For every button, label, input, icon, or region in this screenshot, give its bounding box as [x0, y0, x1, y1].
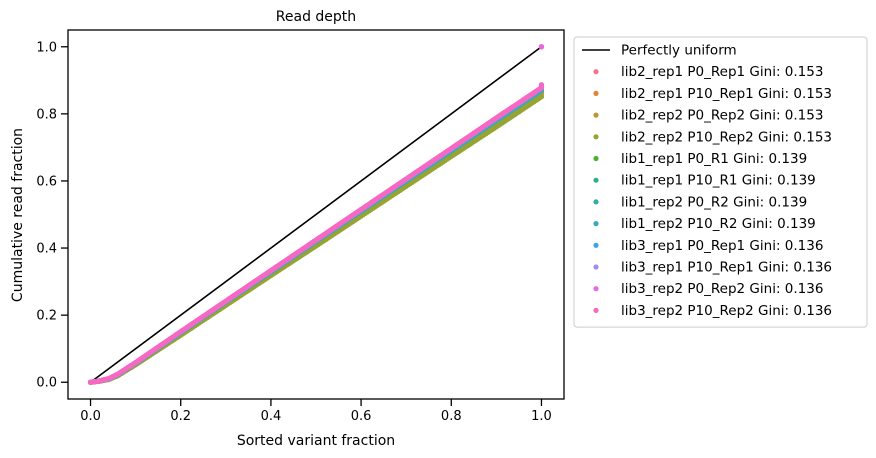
series-9: [87, 82, 545, 385]
legend-marker: [593, 134, 599, 140]
x-tick-label: 0.6: [351, 409, 372, 424]
x-tick-label: 0.8: [441, 409, 462, 424]
x-tick-label: 1.0: [531, 409, 552, 424]
legend-label: Perfectly uniform: [621, 43, 737, 59]
y-tick-label: 0.8: [36, 107, 57, 122]
legend-marker: [593, 242, 599, 248]
series-12-point: [538, 82, 545, 88]
legend-marker: [593, 177, 599, 183]
legend-label: lib1_rep1 P10_R1 Gini: 0.139: [621, 173, 816, 189]
legend-marker: [593, 112, 599, 118]
series-11-point: [538, 44, 545, 50]
legend-box: [573, 36, 868, 328]
x-tick-label: 0.0: [80, 409, 101, 424]
legend-marker: [593, 264, 599, 270]
series-12: [87, 82, 545, 385]
y-tick-label: 0.2: [36, 309, 57, 324]
legend-label: lib3_rep1 P0_Rep1 Gini: 0.136: [621, 238, 823, 254]
legend-label: lib1_rep1 P0_R1 Gini: 0.139: [621, 151, 807, 167]
y-tick-label: 1.0: [36, 40, 57, 55]
legend-label: lib2_rep1 P0_Rep1 Gini: 0.153: [621, 64, 823, 80]
chart-title: Read depth: [276, 9, 356, 25]
reference-line-perfectly-uniform: [90, 46, 542, 383]
legend-label: lib3_rep2 P0_Rep2 Gini: 0.136: [621, 281, 823, 297]
x-tick-label: 0.4: [261, 409, 282, 424]
y-tick-label: 0.4: [36, 242, 57, 257]
legend: Perfectly uniform lib2_rep1 P0_Rep1 Gini:…: [573, 36, 868, 328]
legend-marker: [593, 90, 599, 96]
legend-marker: [593, 307, 599, 313]
legend-label: lib2_rep2 P10_Rep2 Gini: 0.153: [621, 129, 832, 145]
legend-label: lib2_rep1 P10_Rep1 Gini: 0.153: [621, 86, 832, 102]
x-axis-label: Sorted variant fraction: [237, 433, 395, 449]
plot-frame: [67, 29, 565, 400]
legend-label: lib3_rep2 P10_Rep2 Gini: 0.136: [621, 303, 832, 319]
legend-marker: [593, 286, 599, 292]
legend-marker: [593, 199, 599, 205]
legend-marker: [593, 69, 599, 75]
legend-label: lib1_rep2 P10_R2 Gini: 0.139: [621, 216, 816, 232]
series-10: [87, 82, 545, 385]
y-axis-label: Cumulative read fraction: [10, 128, 26, 302]
y-tick-label: 0.0: [36, 376, 57, 391]
y-tick-label: 0.6: [36, 174, 57, 189]
legend-label: lib3_rep1 P10_Rep1 Gini: 0.136: [621, 260, 832, 276]
x-tick-label: 0.2: [170, 409, 191, 424]
legend-label: lib1_rep2 P0_R2 Gini: 0.139: [621, 194, 807, 210]
legend-label: lib2_rep2 P0_Rep2 Gini: 0.153: [621, 108, 823, 124]
legend-marker: [593, 155, 599, 162]
series-4-point: [538, 94, 545, 100]
axes: 0.0 0.2 0.4 0.6 0.8 1.0 0.0 0.2 0.4 0.6 0.8 1.0: [36, 29, 565, 424]
legend-marker: [593, 221, 599, 227]
plot-area: [87, 44, 545, 385]
